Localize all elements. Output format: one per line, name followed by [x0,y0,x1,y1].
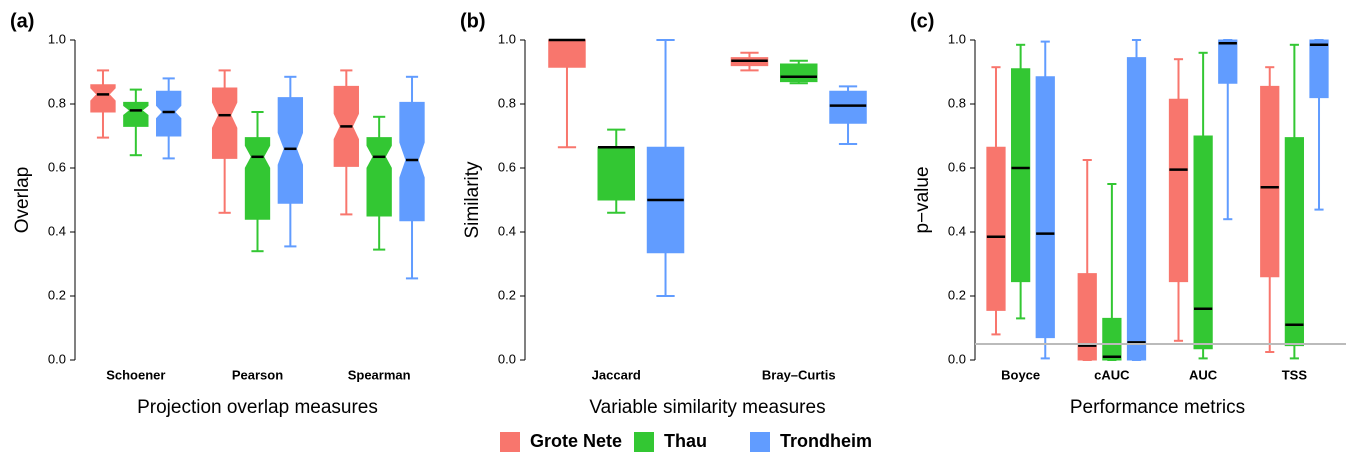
y-tick-label: 1.0 [48,31,66,46]
y-axis-title: Overlap [12,167,33,234]
box [1011,68,1031,283]
y-tick-label: 0.4 [498,223,516,238]
box [277,97,304,204]
legend-label: Grote Nete [530,431,622,451]
box [1193,135,1213,350]
x-tick-label: Boyce [1001,367,1040,382]
box [1102,317,1122,361]
x-tick-label: Spearman [348,367,411,382]
y-tick-label: 0.8 [498,95,516,110]
y-tick-label: 0.2 [48,287,66,302]
y-tick-label: 1.0 [498,31,516,46]
box [1035,76,1055,339]
y-tick-label: 1.0 [948,31,966,46]
panel-label: (b) [460,10,486,32]
x-tick-label: Schoener [106,367,165,382]
x-axis-title: Variable similarity measures [589,397,825,418]
box [548,39,586,68]
panel-label: (c) [910,10,934,32]
y-tick-label: 0.0 [948,351,966,366]
box [597,146,635,201]
y-tick-label: 0.6 [948,159,966,174]
x-tick-label: AUC [1189,367,1218,382]
box [123,101,149,127]
box [211,87,238,159]
y-axis-title: Similarity [462,161,483,239]
x-tick-label: Bray–Curtis [762,367,836,382]
legend-label: Thau [664,431,707,451]
box [780,63,818,83]
box [399,101,425,222]
y-tick-label: 0.4 [948,223,966,238]
box [829,90,867,124]
y-tick-label: 0.4 [48,223,66,238]
y-tick-label: 0.2 [948,287,966,302]
legend-swatch [750,432,770,452]
x-tick-label: cAUC [1094,367,1130,382]
x-tick-label: TSS [1282,367,1308,382]
box [90,84,116,113]
y-axis-title: p−value [912,166,933,233]
x-axis-title: Performance metrics [1070,397,1245,418]
box [1126,57,1147,361]
box [1284,137,1304,347]
box [244,137,271,220]
box [1168,98,1189,283]
legend-swatch [634,432,654,452]
y-tick-label: 0.6 [48,159,66,174]
y-tick-label: 0.6 [498,159,516,174]
box [1077,273,1097,361]
y-tick-label: 0.0 [48,351,66,366]
y-tick-label: 0.8 [948,95,966,110]
x-axis-title: Projection overlap measures [137,397,378,418]
box [1218,39,1238,84]
legend-swatch [500,432,520,452]
box [1309,39,1329,99]
box [156,90,182,137]
box [366,137,392,217]
y-tick-label: 0.8 [48,95,66,110]
x-tick-label: Jaccard [592,367,641,382]
x-tick-label: Pearson [232,367,283,382]
y-tick-label: 0.0 [498,351,516,366]
box [986,146,1006,311]
legend-label: Trondheim [780,431,872,451]
y-tick-label: 0.2 [498,287,516,302]
box [1260,85,1280,278]
panel-label: (a) [10,10,34,32]
